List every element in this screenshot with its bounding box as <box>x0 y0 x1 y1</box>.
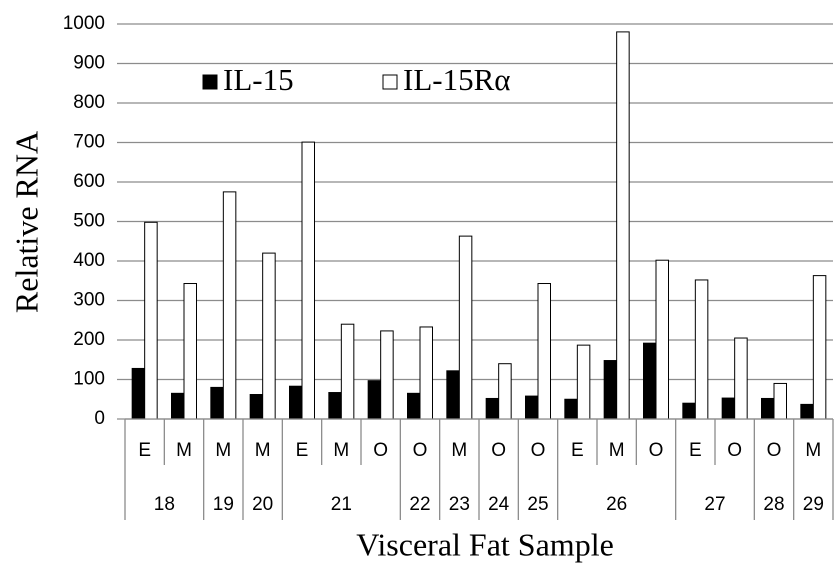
bar <box>367 380 382 420</box>
x-group-label: 21 <box>331 494 352 515</box>
bar <box>171 392 185 420</box>
bar <box>655 259 669 420</box>
x-group-label: 19 <box>213 494 234 515</box>
legend-swatch <box>382 74 398 90</box>
x-group-label: 23 <box>449 494 470 515</box>
bar <box>131 367 146 420</box>
bar <box>761 397 775 420</box>
y-tick-label: 300 <box>73 290 105 311</box>
bar <box>419 326 433 420</box>
bar <box>800 403 814 420</box>
x-tick-label: M <box>215 440 231 461</box>
y-tick-label: 1000 <box>63 13 105 34</box>
bar <box>721 397 736 420</box>
y-tick-label: 800 <box>73 92 105 113</box>
legend-swatch <box>202 74 218 90</box>
x-tick-label: E <box>689 440 702 461</box>
x-group-label: 20 <box>252 494 273 515</box>
x-tick-label: M <box>805 440 821 461</box>
bar <box>446 370 460 420</box>
x-tick-label: O <box>531 440 546 461</box>
bar <box>340 323 355 420</box>
x-group-label: 26 <box>606 494 627 515</box>
bar <box>576 344 591 420</box>
y-tick-label: 400 <box>73 250 105 271</box>
bar <box>694 279 709 420</box>
x-tick-label: E <box>571 440 584 461</box>
x-axis-title: Visceral Fat Sample <box>356 526 614 562</box>
bar <box>262 252 276 420</box>
bar <box>183 283 197 420</box>
y-tick-label: 100 <box>73 369 105 390</box>
x-tick-label: O <box>649 440 664 461</box>
bar <box>301 141 315 420</box>
bar <box>407 392 421 420</box>
x-group-label: 24 <box>488 494 510 515</box>
bar <box>458 235 473 420</box>
y-tick-label: 0 <box>94 408 105 429</box>
bar <box>682 402 696 420</box>
bar <box>734 337 748 420</box>
x-tick-label: O <box>373 440 388 461</box>
x-tick-label: M <box>609 440 625 461</box>
bar <box>485 397 500 420</box>
bar <box>537 283 551 420</box>
bar <box>564 398 578 420</box>
x-group-label: 29 <box>803 494 824 515</box>
y-axis-title: Relative RNA <box>8 131 44 313</box>
y-tick-label: 500 <box>73 211 105 232</box>
x-tick-label: M <box>176 440 192 461</box>
legend-label: IL-15 <box>223 62 294 97</box>
x-tick-label: E <box>138 440 151 461</box>
x-group-label: 22 <box>409 494 430 515</box>
x-group-label: 25 <box>527 494 548 515</box>
x-tick-label: O <box>767 440 782 461</box>
x-tick-label: O <box>491 440 506 461</box>
bar <box>498 363 512 420</box>
x-tick-label: M <box>451 440 467 461</box>
x-tick-label: O <box>727 440 742 461</box>
bar <box>144 221 158 420</box>
bar <box>222 191 237 420</box>
bar <box>812 275 827 420</box>
bar <box>525 395 539 420</box>
y-tick-label: 600 <box>73 171 105 192</box>
legend-label: IL-15Rα <box>403 62 511 97</box>
bar <box>643 342 657 420</box>
y-tick-label: 700 <box>73 132 105 153</box>
x-tick-label: E <box>296 440 309 461</box>
bar <box>328 392 342 420</box>
y-tick-label: 900 <box>73 53 105 74</box>
y-tick-label: 200 <box>73 329 105 350</box>
bar <box>603 360 618 420</box>
x-tick-label: O <box>413 440 428 461</box>
bar <box>380 330 394 420</box>
x-group-label: 28 <box>763 494 784 515</box>
bar <box>210 386 224 420</box>
bar <box>616 31 630 420</box>
x-tick-label: M <box>255 440 271 461</box>
bar <box>773 382 787 420</box>
bar <box>289 385 303 420</box>
x-tick-label: M <box>333 440 349 461</box>
x-group-label: 18 <box>154 494 175 515</box>
bar <box>249 394 264 420</box>
x-group-label: 27 <box>704 494 725 515</box>
